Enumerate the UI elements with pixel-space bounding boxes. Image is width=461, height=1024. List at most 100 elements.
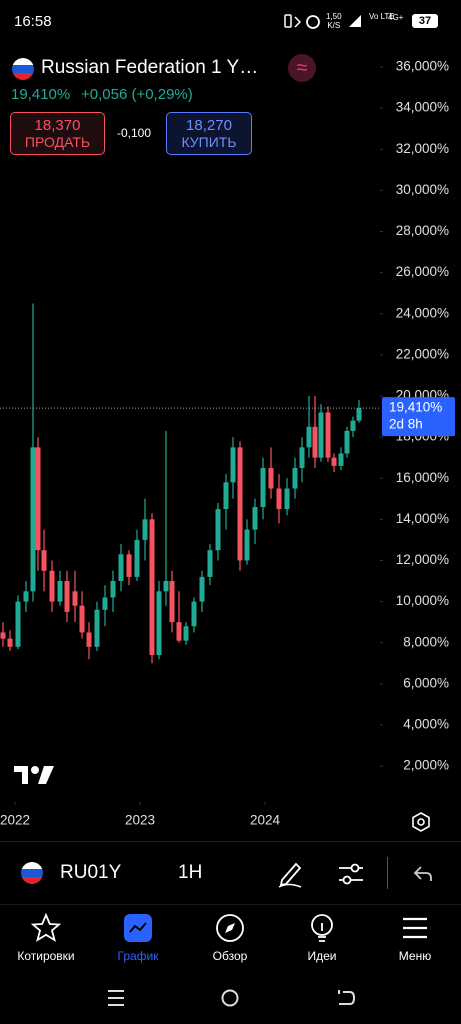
indicators-icon[interactable] (337, 860, 365, 888)
home-button[interactable] (221, 989, 239, 1007)
nav-icon (124, 914, 152, 942)
candle-body (176, 622, 182, 641)
settings-icon[interactable] (409, 810, 433, 834)
last-price-label: 19,410% (389, 400, 442, 415)
toolbar-interval[interactable]: 1H (178, 862, 203, 883)
nav-label: Котировки (17, 949, 75, 963)
candle-body (79, 605, 85, 633)
y-tick-label: 6,000% (403, 675, 449, 690)
sell-button[interactable]: 18,370 ПРОДАТЬ (10, 112, 105, 155)
candle-body (244, 529, 250, 561)
nav-icon (403, 917, 427, 939)
candle-body (356, 408, 362, 421)
nav-overview[interactable]: Обзор (184, 905, 276, 963)
nav-label: Идеи (307, 949, 337, 963)
candle-body (64, 581, 70, 612)
volte: Vo LTE (369, 12, 395, 21)
nav-icon (31, 913, 61, 942)
candle-body (260, 467, 266, 508)
candle-body (268, 467, 274, 489)
y-tick-label: 32,000% (396, 141, 449, 156)
candle-body (94, 609, 100, 647)
nav-menu[interactable]: Меню (369, 905, 461, 963)
divider (0, 904, 461, 905)
candle-body (126, 554, 132, 577)
countdown: 2d 8h (389, 417, 423, 432)
y-tick-label: 30,000% (396, 182, 449, 197)
nav-chart[interactable]: График (92, 905, 184, 963)
nav-icon (311, 914, 333, 942)
candle-body (299, 447, 305, 468)
divider (0, 841, 461, 842)
y-tick-label: 8,000% (403, 634, 449, 649)
candle-body (331, 457, 337, 466)
y-tick-label: 10,000% (396, 593, 449, 608)
wifi-off (349, 15, 361, 27)
y-tick-label: 24,000% (396, 305, 449, 320)
x-tick-label: 2023 (125, 813, 155, 828)
candle-body (292, 467, 298, 489)
sell-price: 18,370 (34, 117, 81, 134)
candle-body (49, 570, 55, 602)
candle-body (215, 509, 221, 551)
buy-button[interactable]: 18,270 КУПИТЬ (166, 112, 252, 155)
candle-body (35, 447, 41, 551)
tv-logo (14, 766, 54, 784)
undo-icon[interactable] (412, 862, 434, 884)
nav-ideas[interactable]: Идеи (276, 905, 368, 963)
status-icons (284, 14, 320, 29)
candle-body (41, 550, 47, 571)
candle-body (252, 507, 258, 530)
candle-body (15, 601, 21, 647)
battery: 37 (412, 14, 438, 28)
nav-quotes[interactable]: Котировки (0, 905, 92, 963)
speed-unit: K/S (327, 21, 341, 30)
y-tick-label: 16,000% (396, 470, 449, 485)
candle-body (72, 591, 78, 606)
candle-body (30, 447, 36, 592)
last-price-box (382, 397, 455, 437)
clock: 16:58 (14, 13, 52, 30)
candle-body (0, 632, 6, 639)
nav-icon (216, 914, 244, 942)
recents-button[interactable] (108, 990, 124, 1006)
symbol-title[interactable]: Russian Federation 1 Y… (41, 57, 259, 78)
nav-label: Меню (398, 949, 432, 963)
y-tick-label: 4,000% (403, 717, 449, 732)
x-tick-label: 2022 (0, 813, 30, 828)
last-price: 19,410% (11, 86, 71, 103)
candle-body (23, 591, 29, 602)
candle-body (318, 412, 324, 458)
candle-body (183, 626, 189, 641)
y-tick-label: 14,000% (396, 511, 449, 526)
candle-body (338, 453, 344, 466)
candle-body (350, 420, 356, 431)
spread: -0,100 (117, 126, 152, 140)
candle-body (57, 581, 63, 602)
y-tick-label: 2,000% (403, 758, 449, 773)
candle-body (284, 488, 290, 510)
back-button[interactable] (338, 990, 356, 1005)
candle-body (163, 581, 169, 592)
candle-body (325, 412, 331, 458)
indicator-icon[interactable]: ≈ (288, 54, 316, 82)
y-tick-label: 22,000% (396, 346, 449, 361)
y-tick-label: 36,000% (396, 59, 449, 74)
candle-body (306, 426, 312, 448)
buy-label: КУПИТЬ (181, 134, 237, 150)
candle-body (191, 601, 197, 627)
toolbar-symbol[interactable]: RU01Y (60, 862, 122, 883)
candle-body (276, 488, 282, 510)
candle-body (102, 597, 108, 610)
sell-label: ПРОДАТЬ (24, 134, 91, 150)
toolbar-flag (21, 862, 43, 884)
network: 4G+ (388, 13, 404, 22)
x-tick-label: 2024 (250, 813, 281, 828)
candle-body (207, 550, 213, 577)
candle-body (86, 632, 92, 647)
draw-icon[interactable] (276, 858, 304, 888)
chart: 2,000% 4,000% 6,000% 8,000% 10,000% 12,000% 14… (0, 59, 455, 828)
candle-body (199, 576, 205, 602)
